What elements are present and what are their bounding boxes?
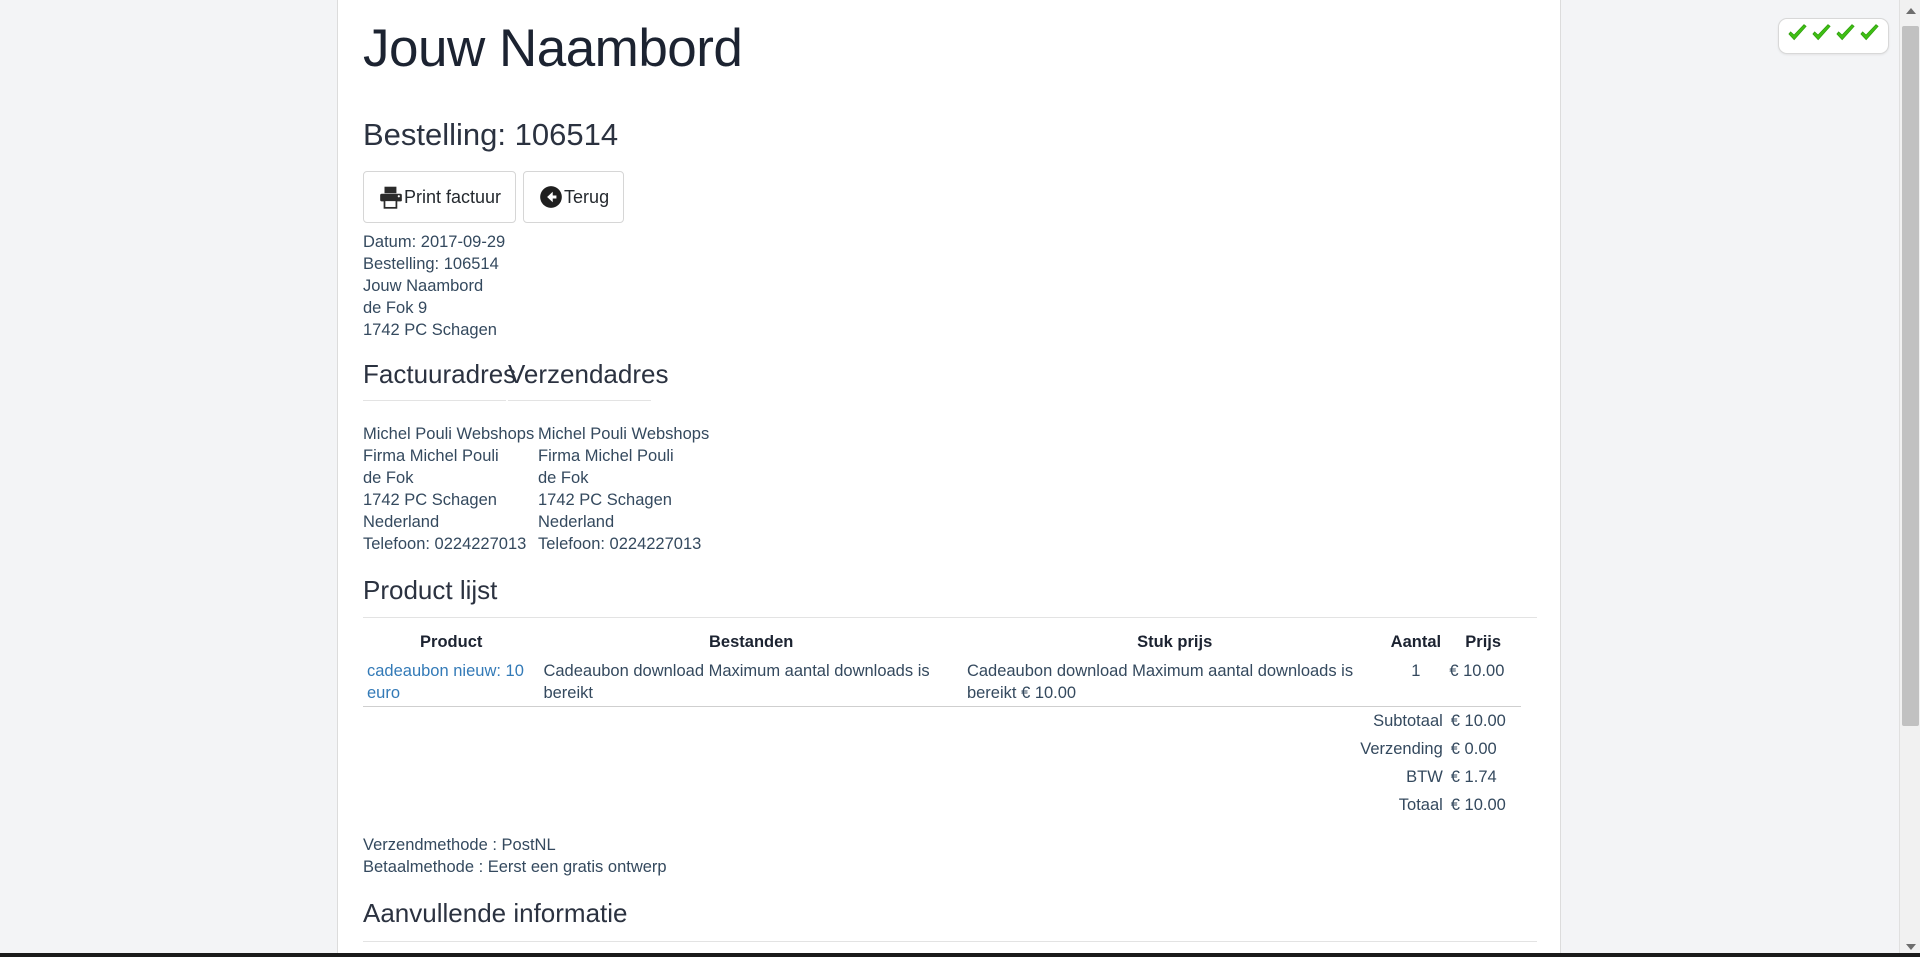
scroll-down-arrow-icon[interactable] bbox=[1900, 936, 1920, 957]
shipping-line: 1742 PC Schagen bbox=[538, 490, 672, 509]
back-button[interactable]: Terug bbox=[523, 171, 625, 224]
billing-line: Firma Michel Pouli bbox=[363, 446, 499, 465]
back-label: Terug bbox=[564, 187, 610, 208]
product-list-heading: Product lijst bbox=[363, 574, 1537, 619]
product-table: Product Bestanden Stuk prijs Aantal Prij… bbox=[363, 631, 1521, 708]
totals-value: € 10.00 bbox=[1450, 712, 1506, 731]
totals-row-shipping: Verzending € 0.00 bbox=[363, 735, 1521, 763]
totals-label: BTW bbox=[1406, 768, 1443, 787]
methods-block: Verzendmethode : PostNL Betaalmethode : … bbox=[363, 834, 1537, 878]
shipping-line: Telefoon: 0224227013 bbox=[538, 534, 702, 553]
billing-address-heading: Factuuradres bbox=[363, 358, 516, 401]
unit-price-description: Cadeaubon download Maximum aantal downlo… bbox=[966, 662, 1354, 703]
window-bottom-strip bbox=[0, 953, 1920, 957]
billing-line: Telefoon: 0224227013 bbox=[363, 534, 527, 553]
order-info-order: Bestelling: 106514 bbox=[363, 255, 499, 274]
page-gutter-right bbox=[1561, 0, 1899, 957]
billing-line: Nederland bbox=[363, 512, 440, 531]
shipping-address-heading: Verzendadres bbox=[508, 358, 668, 401]
shipping-line: Nederland bbox=[538, 512, 615, 531]
billing-line: de Fok bbox=[363, 468, 414, 487]
shipping-line: Firma Michel Pouli bbox=[538, 446, 674, 465]
cell-price: € 10.00 bbox=[1445, 658, 1521, 708]
cell-unit-price: € 10.00 bbox=[1021, 684, 1077, 703]
printer-icon bbox=[378, 184, 404, 210]
shipping-line: de Fok bbox=[538, 468, 589, 487]
order-heading: Bestelling: 106514 bbox=[363, 117, 619, 153]
column-header-product: Product bbox=[420, 633, 483, 652]
order-info-street: de Fok 9 bbox=[363, 299, 428, 318]
totals-value: € 10.00 bbox=[1450, 796, 1506, 815]
order-info-name: Jouw Naambord bbox=[363, 277, 484, 296]
check-icon bbox=[1810, 23, 1833, 49]
order-info-block: Datum: 2017-09-29 Bestelling: 106514 Jou… bbox=[363, 231, 1537, 341]
scroll-up-arrow-icon[interactable] bbox=[1900, 0, 1920, 21]
billing-line: 1742 PC Schagen bbox=[363, 490, 497, 509]
column-header-price: Prijs bbox=[1465, 633, 1502, 652]
totals-label: Subtotaal bbox=[1373, 712, 1443, 731]
order-info-date: Datum: 2017-09-29 bbox=[363, 233, 506, 252]
totals-row-total: Totaal € 10.00 bbox=[363, 791, 1521, 819]
cell-files: Cadeaubon download Maximum aantal downlo… bbox=[539, 658, 963, 708]
print-invoice-label: Print factuur bbox=[404, 187, 502, 208]
address-columns: Michel Pouli Webshops Firma Michel Pouli… bbox=[363, 423, 1537, 555]
shipping-line: Michel Pouli Webshops bbox=[538, 424, 710, 443]
totals-value: € 0.00 bbox=[1450, 740, 1497, 759]
status-badge[interactable] bbox=[1778, 18, 1889, 54]
column-header-quantity: Aantal bbox=[1390, 633, 1442, 652]
totals-table: Subtotaal € 10.00 Verzending € 0.00 BTW … bbox=[363, 707, 1521, 819]
check-icon bbox=[1834, 23, 1857, 49]
table-row: cadeaubon nieuw: 10 euro Cadeaubon downl… bbox=[363, 658, 1521, 708]
totals-label: Verzending bbox=[1360, 740, 1443, 759]
column-header-files: Bestanden bbox=[709, 633, 794, 652]
page-gutter-left bbox=[0, 0, 337, 957]
invoice-content-card: Jouw Naambord Bestelling: 106514 Print f… bbox=[337, 0, 1561, 957]
product-table-header-row: Product Bestanden Stuk prijs Aantal Prij… bbox=[363, 631, 1521, 658]
shipping-address-block: Michel Pouli Webshops Firma Michel Pouli… bbox=[538, 423, 713, 555]
address-headings-row: Factuuradres Verzendadres bbox=[363, 358, 1537, 401]
check-icon bbox=[1786, 23, 1809, 49]
product-link[interactable]: cadeaubon nieuw: 10 euro bbox=[367, 662, 524, 703]
check-icon bbox=[1858, 23, 1881, 49]
cell-unit-price-text: Cadeaubon download Maximum aantal downlo… bbox=[962, 658, 1387, 708]
column-header-unit-price: Stuk prijs bbox=[1137, 633, 1213, 652]
scrollbar-thumb[interactable] bbox=[1902, 26, 1919, 726]
cell-quantity: 1 bbox=[1386, 658, 1446, 708]
print-invoice-button[interactable]: Print factuur bbox=[363, 171, 517, 224]
payment-method-line: Betaalmethode : Eerst een gratis ontwerp bbox=[363, 858, 667, 877]
totals-value: € 1.74 bbox=[1450, 768, 1497, 787]
totals-row-vat: BTW € 1.74 bbox=[363, 763, 1521, 791]
totals-row-subtotal: Subtotaal € 10.00 bbox=[363, 707, 1521, 735]
additional-info-heading: Aanvullende informatie bbox=[363, 897, 1537, 942]
action-toolbar: Print factuur Terug bbox=[363, 171, 1537, 224]
shipping-method-line: Verzendmethode : PostNL bbox=[363, 836, 556, 855]
vertical-scrollbar[interactable] bbox=[1899, 0, 1920, 957]
billing-line: Michel Pouli Webshops bbox=[363, 424, 535, 443]
totals-label: Totaal bbox=[1398, 796, 1443, 815]
arrow-left-circle-icon bbox=[538, 184, 564, 210]
order-info-city: 1742 PC Schagen bbox=[363, 321, 497, 340]
billing-address-block: Michel Pouli Webshops Firma Michel Pouli… bbox=[363, 423, 538, 555]
page-title: Jouw Naambord bbox=[363, 19, 743, 78]
